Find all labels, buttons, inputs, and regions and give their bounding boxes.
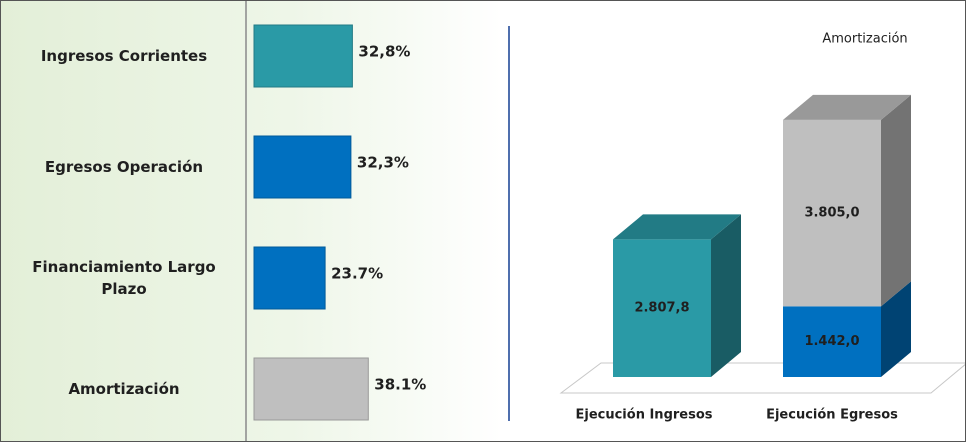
bar	[253, 357, 369, 421]
bar	[253, 246, 326, 310]
legend-label: Amortización	[822, 32, 907, 47]
category-label: Ejecución Egresos	[766, 408, 898, 423]
bar-front	[783, 306, 881, 377]
value-label: 32,8%	[358, 43, 410, 61]
bar	[253, 24, 353, 88]
category-label: Ingresos Corrientes	[40, 47, 208, 65]
value-label: 32,3%	[357, 154, 409, 172]
category-label: Financiamiento Largo Plazo	[32, 258, 216, 298]
bar	[253, 135, 352, 199]
value-label: 38.1%	[374, 376, 426, 394]
bar-side	[711, 214, 741, 377]
bar-top	[783, 94, 911, 120]
bar-side	[881, 94, 911, 307]
category-label: Egresos Operación	[44, 158, 204, 176]
value-label: 1.442,0	[804, 334, 859, 349]
bar-top	[613, 214, 741, 240]
value-label: 3.805,0	[804, 206, 859, 221]
category-label: Ejecución Ingresos	[575, 408, 712, 423]
bar-front	[783, 119, 881, 307]
value-label: 2.807,8	[634, 301, 689, 316]
category-label: Amortización	[68, 380, 180, 398]
bar-side	[881, 281, 911, 377]
bar-front	[613, 239, 711, 377]
value-label: 23.7%	[331, 265, 383, 283]
